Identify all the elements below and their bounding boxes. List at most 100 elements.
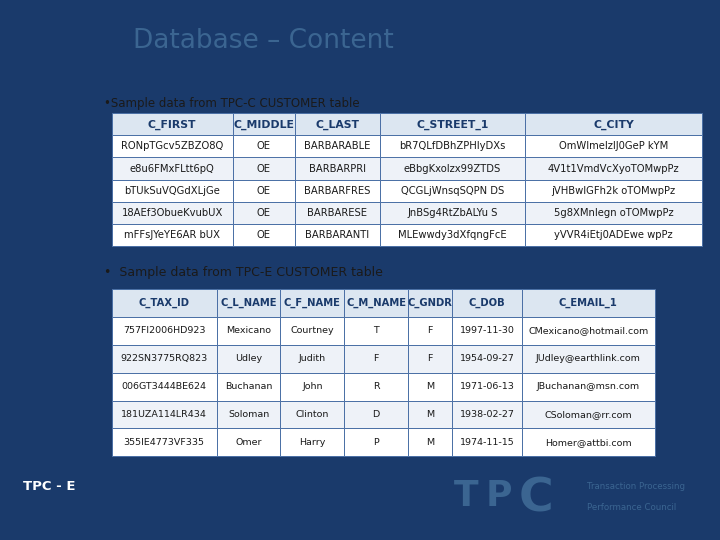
Bar	[380, 136, 525, 158]
Text: jVHBwIGFh2k oTOMwpPz: jVHBwIGFh2k oTOMwpPz	[552, 186, 675, 195]
Bar	[112, 224, 233, 246]
Bar	[344, 317, 408, 345]
Bar	[281, 345, 344, 373]
Bar	[344, 401, 408, 428]
Bar	[233, 113, 294, 136]
Bar	[344, 373, 408, 401]
Text: OE: OE	[256, 207, 271, 218]
Bar	[217, 345, 281, 373]
Text: C_TAX_ID: C_TAX_ID	[139, 298, 189, 308]
Text: 1938-02-27: 1938-02-27	[459, 410, 515, 419]
Text: JnBSg4RtZbALYu S: JnBSg4RtZbALYu S	[408, 207, 498, 218]
Bar	[217, 373, 281, 401]
Text: C_STREET_1: C_STREET_1	[416, 119, 489, 130]
Bar	[408, 401, 452, 428]
Bar	[525, 136, 702, 158]
Text: C_MIDDLE: C_MIDDLE	[233, 119, 294, 130]
Text: D: D	[372, 410, 379, 419]
Bar	[408, 428, 452, 456]
Text: OmWlmelzIJ0GeP kYM: OmWlmelzIJ0GeP kYM	[559, 141, 668, 152]
Text: F: F	[428, 326, 433, 335]
Text: C_F_NAME: C_F_NAME	[284, 298, 341, 308]
Text: F: F	[428, 354, 433, 363]
Text: 1971-06-13: 1971-06-13	[459, 382, 515, 391]
Text: BARBARESE: BARBARESE	[307, 207, 367, 218]
Bar	[294, 201, 380, 224]
Text: C: C	[518, 477, 553, 522]
Bar	[525, 224, 702, 246]
Bar	[452, 289, 522, 317]
Text: R: R	[373, 382, 379, 391]
Bar	[408, 317, 452, 345]
Bar	[294, 224, 380, 246]
Text: Mexicano: Mexicano	[226, 326, 271, 335]
Bar	[217, 317, 281, 345]
Text: RONpTGcv5ZBZO8Q: RONpTGcv5ZBZO8Q	[121, 141, 223, 152]
Text: Harry: Harry	[299, 438, 325, 447]
Bar	[112, 289, 217, 317]
Text: P: P	[485, 479, 512, 513]
Text: T: T	[454, 479, 479, 513]
Bar	[522, 317, 654, 345]
Bar	[522, 345, 654, 373]
Text: 1954-09-27: 1954-09-27	[459, 354, 515, 363]
Bar	[380, 201, 525, 224]
Bar	[217, 428, 281, 456]
Text: BARBARANTI: BARBARANTI	[305, 230, 369, 240]
Text: Clinton: Clinton	[296, 410, 329, 419]
Text: BARBARFRES: BARBARFRES	[305, 186, 371, 195]
Text: QCGLjWnsqSQPN DS: QCGLjWnsqSQPN DS	[401, 186, 504, 195]
Bar	[281, 428, 344, 456]
Text: e8u6FMxFLtt6pQ: e8u6FMxFLtt6pQ	[130, 164, 215, 173]
Text: •Sample data from TPC-C CUSTOMER table: •Sample data from TPC-C CUSTOMER table	[104, 97, 360, 110]
Bar	[408, 289, 452, 317]
Bar	[281, 401, 344, 428]
Bar	[233, 136, 294, 158]
Text: P: P	[373, 438, 379, 447]
Bar	[380, 224, 525, 246]
Text: C_DOB: C_DOB	[469, 298, 505, 308]
Text: 757FI2006HD923: 757FI2006HD923	[123, 326, 205, 335]
Bar	[525, 179, 702, 201]
Bar	[112, 345, 217, 373]
Text: 5g8XMnlegn oTOMwpPz: 5g8XMnlegn oTOMwpPz	[554, 207, 673, 218]
Text: CMexicano@hotmail.com: CMexicano@hotmail.com	[528, 326, 649, 335]
Bar	[112, 158, 233, 179]
Text: M: M	[426, 438, 434, 447]
Text: BARBARPRI: BARBARPRI	[309, 164, 366, 173]
Bar	[408, 345, 452, 373]
Bar	[112, 136, 233, 158]
Bar	[344, 345, 408, 373]
Text: 1997-11-30: 1997-11-30	[459, 326, 515, 335]
Text: bR7QLfDBhZPHlyDXs: bR7QLfDBhZPHlyDXs	[400, 141, 505, 152]
Text: eBbgKxolzx99ZTDS: eBbgKxolzx99ZTDS	[404, 164, 501, 173]
Bar	[233, 158, 294, 179]
Bar	[452, 317, 522, 345]
Text: JUdley@earthlink.com: JUdley@earthlink.com	[536, 354, 641, 363]
Text: Udley: Udley	[235, 354, 262, 363]
Text: 006GT3444BE624: 006GT3444BE624	[122, 382, 207, 391]
Bar	[380, 113, 525, 136]
Text: 355IE4773VF335: 355IE4773VF335	[124, 438, 204, 447]
Text: 1974-11-15: 1974-11-15	[459, 438, 515, 447]
Bar	[112, 179, 233, 201]
Bar	[217, 289, 281, 317]
Text: OE: OE	[256, 164, 271, 173]
Bar	[522, 401, 654, 428]
Text: Performance Council: Performance Council	[587, 503, 676, 512]
Bar	[233, 201, 294, 224]
Text: Homer@attbi.com: Homer@attbi.com	[545, 438, 631, 447]
Text: bTUkSuVQGdXLjGe: bTUkSuVQGdXLjGe	[124, 186, 220, 195]
Bar	[525, 113, 702, 136]
Text: Soloman: Soloman	[228, 410, 269, 419]
Text: 18AEf3ObueKvubUX: 18AEf3ObueKvubUX	[122, 207, 222, 218]
Bar	[522, 373, 654, 401]
Text: John: John	[302, 382, 323, 391]
Text: JBuchanan@msn.com: JBuchanan@msn.com	[537, 382, 640, 391]
Text: Database – Content: Database – Content	[133, 28, 395, 53]
Bar	[112, 428, 217, 456]
Bar	[233, 224, 294, 246]
Text: Judith: Judith	[299, 354, 326, 363]
Text: 181UZA114LR434: 181UZA114LR434	[121, 410, 207, 419]
Text: M: M	[426, 382, 434, 391]
